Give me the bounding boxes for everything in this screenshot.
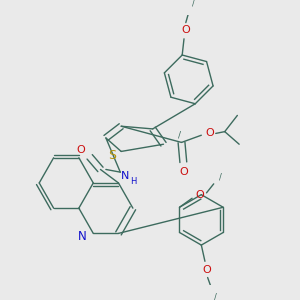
Text: O: O [180,167,189,177]
Text: O: O [182,25,190,35]
Text: O: O [196,190,205,200]
Text: O: O [202,265,211,275]
Text: /: / [192,0,194,7]
Text: N: N [78,230,87,244]
Text: H: H [130,177,136,186]
Text: O: O [205,128,214,138]
Text: /: / [214,293,217,300]
Text: O: O [76,145,85,154]
Text: /: / [220,172,222,181]
Text: S: S [108,149,116,162]
Text: /: / [178,131,181,140]
Text: N: N [121,171,129,181]
